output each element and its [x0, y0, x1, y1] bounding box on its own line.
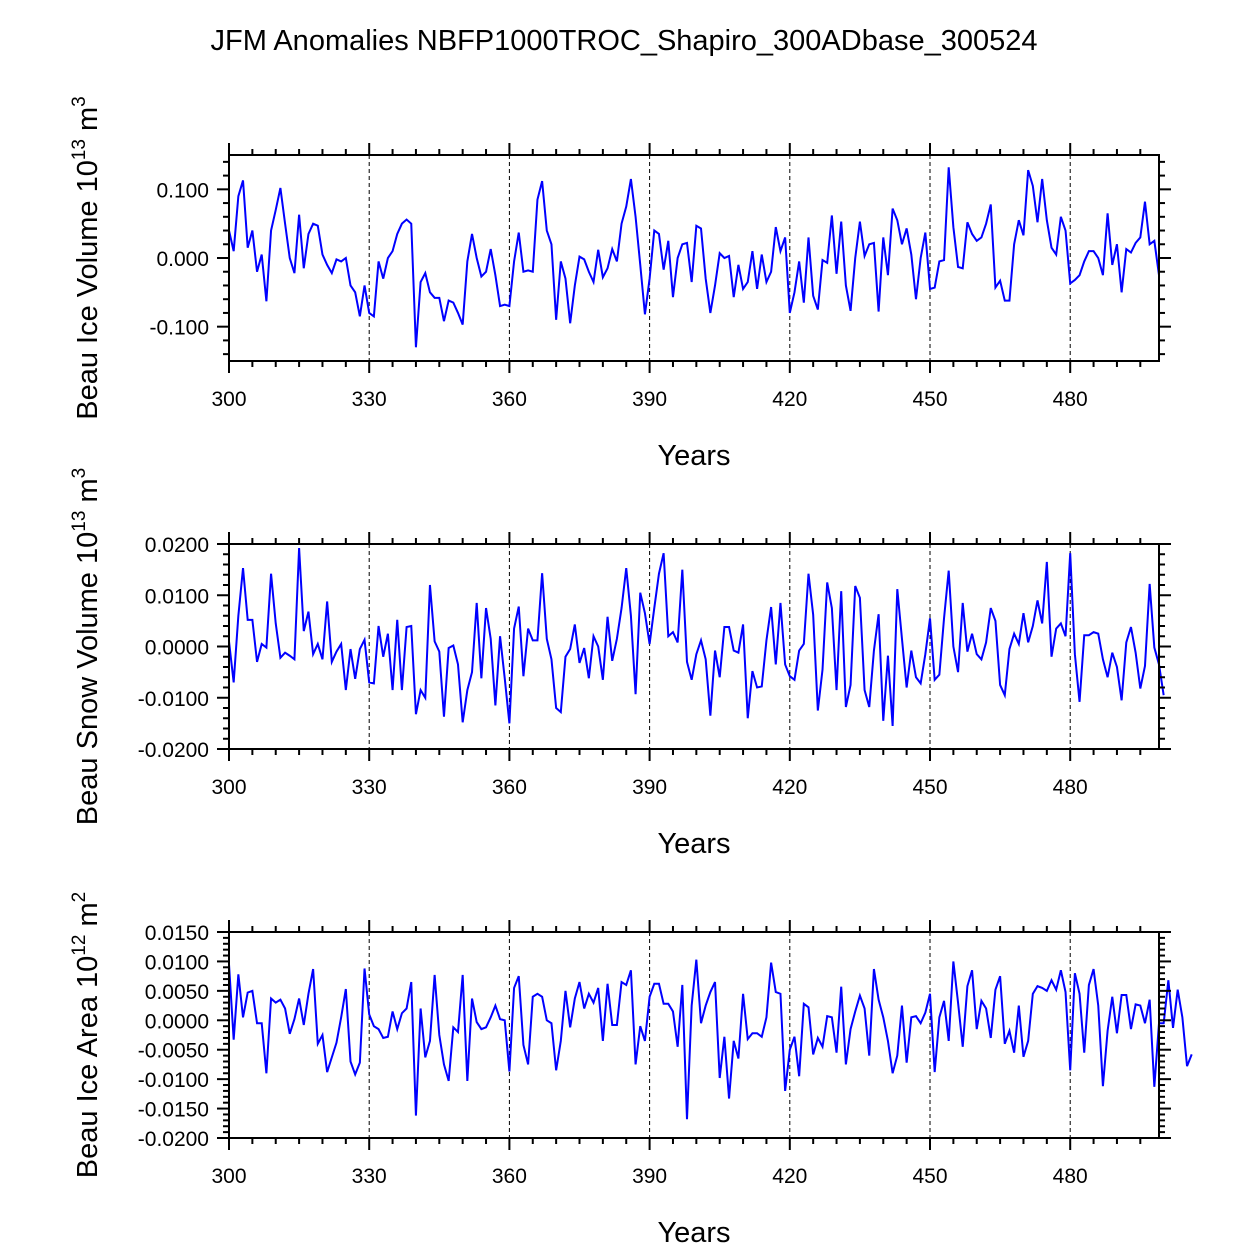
x-tick-label: 300 [211, 388, 246, 411]
panel-3: 300 330 360 390 420 450 480 Years 0.0150 0.0100 0.… [69, 892, 1193, 1249]
y-tick-label: 0.0100 [145, 951, 209, 974]
series-line [228, 959, 1193, 1120]
figure-title: JFM Anomalies NBFP1000TROC_Shapiro_300AD… [211, 25, 1038, 57]
x-tick-label: 360 [492, 388, 527, 411]
y-axis-label: Beau Snow Volume 1013 m3 [69, 468, 104, 825]
x-tick-label: 420 [772, 1165, 807, 1188]
y-tick-label: 0.0000 [145, 1010, 209, 1033]
y-axis-label: Beau Ice Area 1012 m2 [69, 892, 104, 1178]
series-line [228, 548, 1165, 727]
x-tick-label: 360 [492, 776, 527, 799]
x-tick-label: 420 [772, 776, 807, 799]
x-tick-label: 300 [211, 1165, 246, 1188]
x-tick-label: 450 [912, 776, 947, 799]
plot-frame [228, 931, 1160, 1139]
panel-2: 300 330 360 390 420 450 480 Years 0.0200 0.0100 0.… [69, 468, 1171, 860]
y-tick-label: 0.0000 [145, 637, 209, 660]
y-tick-label: -0.0050 [138, 1040, 209, 1063]
series-line [228, 167, 1160, 348]
y-axis-label: Beau Ice Volume 1013 m3 [69, 96, 104, 420]
y-tick-label: 0.0150 [145, 922, 209, 945]
x-tick-label: 480 [1053, 776, 1088, 799]
y-tick-label: -0.100 [149, 317, 209, 340]
y-tick-label: -0.0100 [138, 688, 209, 711]
y-tick-label: -0.0100 [138, 1069, 209, 1092]
x-axis-label: Years [657, 440, 730, 472]
x-tick-label: 450 [912, 1165, 947, 1188]
y-tick-label: 0.0100 [145, 585, 209, 608]
y-tick-label: -0.0200 [138, 739, 209, 762]
y-tick-label: 0.0200 [145, 534, 209, 557]
x-tick-label: 300 [211, 776, 246, 799]
y-tick-label: -0.0200 [138, 1128, 209, 1151]
x-tick-label: 480 [1053, 1165, 1088, 1188]
x-tick-label: 360 [492, 1165, 527, 1188]
x-tick-label: 450 [912, 388, 947, 411]
y-tick-label: -0.0150 [138, 1099, 209, 1122]
y-tick-label: 0.0050 [145, 981, 209, 1004]
x-tick-label: 390 [632, 388, 667, 411]
y-tick-label: 0.100 [156, 179, 209, 202]
x-tick-label: 390 [632, 776, 667, 799]
x-axis-label: Years [657, 1217, 730, 1249]
plot-frame [228, 543, 1160, 750]
x-tick-label: 330 [352, 776, 387, 799]
x-tick-label: 390 [632, 1165, 667, 1188]
x-tick-label: 480 [1053, 388, 1088, 411]
x-axis-label: Years [657, 828, 730, 860]
y-tick-label: 0.000 [156, 248, 209, 271]
x-tick-label: 330 [352, 388, 387, 411]
panel-1: 300 330 360 390 420 450 480 Years 0.100 0.000 -0.1… [69, 96, 1171, 472]
x-tick-label: 420 [772, 388, 807, 411]
x-tick-label: 330 [352, 1165, 387, 1188]
